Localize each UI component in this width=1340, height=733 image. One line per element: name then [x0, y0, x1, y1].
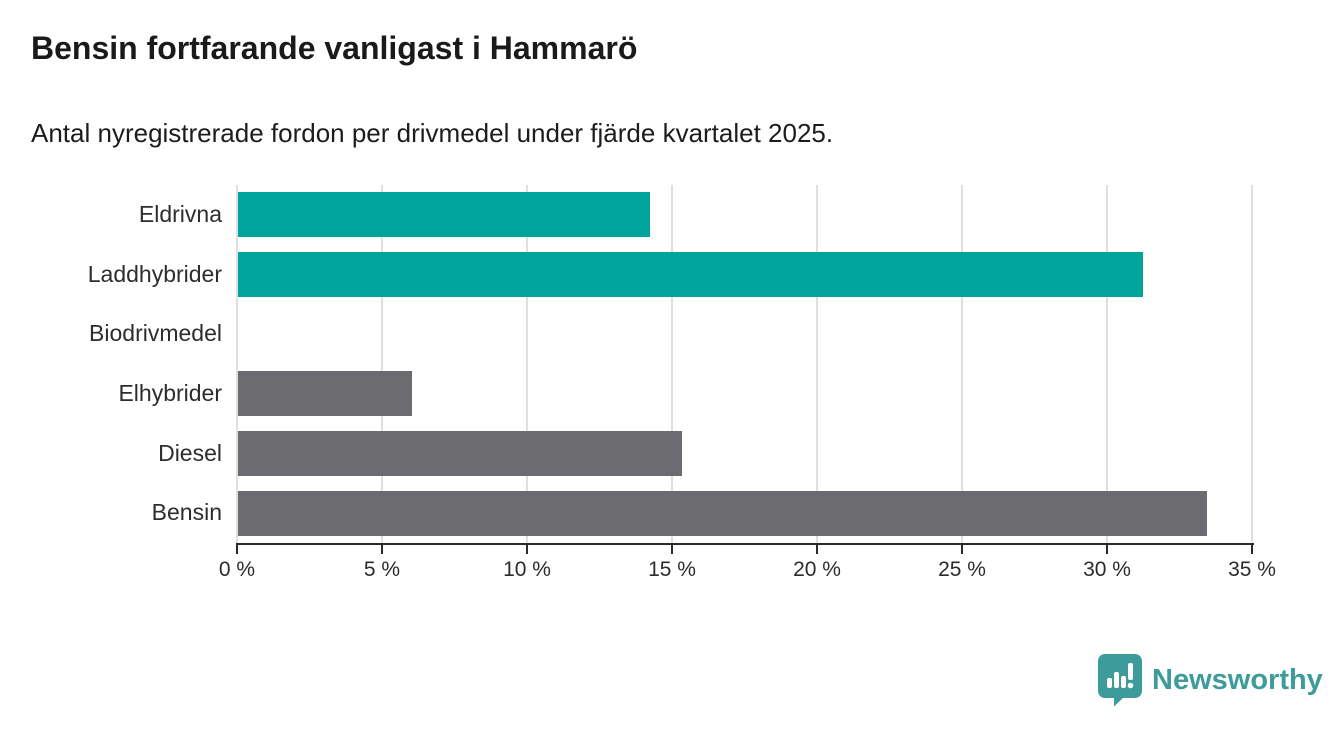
bar-bensin: [238, 490, 1207, 536]
gridline: [381, 185, 383, 543]
x-axis-tick-label: 20 %: [793, 558, 841, 581]
newsworthy-logo: Newsworthy: [1097, 653, 1323, 707]
x-axis-tick-label: 25 %: [938, 558, 986, 581]
x-axis-tick: [381, 543, 383, 554]
plot-area: [236, 185, 1253, 543]
x-axis-tick-label: 5 %: [363, 558, 401, 581]
bar-elhybrider: [238, 371, 412, 417]
category-label: Laddhybrider: [87, 260, 222, 287]
bar-diesel: [238, 431, 682, 476]
category-label: Bensin: [151, 499, 222, 526]
category-label: Biodrivmedel: [89, 320, 222, 347]
x-axis-tick: [236, 543, 238, 554]
category-label: Elhybrider: [118, 379, 222, 406]
category-labels: Eldrivna Laddhybrider Biodrivmedel Elhybrid…: [0, 185, 222, 543]
gridline: [961, 185, 963, 543]
gridline: [526, 185, 528, 543]
gridline: [671, 185, 673, 543]
newsworthy-logo-text: Newsworthy: [1152, 663, 1323, 696]
x-axis-tick-label: 15 %: [648, 558, 696, 581]
x-axis-tick-label: 30 %: [1083, 558, 1131, 581]
category-label: Eldrivna: [138, 200, 222, 227]
gridline: [1251, 185, 1253, 543]
x-axis-tick-label: 35 %: [1228, 558, 1276, 581]
x-axis-tick: [961, 543, 963, 554]
x-axis-tick-label: 10 %: [503, 558, 551, 581]
x-axis-tick: [1251, 543, 1253, 554]
category-label: Diesel: [158, 439, 222, 466]
bar-laddhybrider: [238, 252, 1143, 297]
gridline: [1106, 185, 1108, 543]
x-axis-tick: [816, 543, 818, 554]
bar-chart-speech-bubble-icon: [1098, 654, 1142, 707]
x-axis-tick: [526, 543, 528, 554]
x-axis-tick: [671, 543, 673, 554]
x-axis-tick-label: 0 %: [218, 558, 256, 581]
bar-eldrivna: [238, 192, 650, 238]
x-axis-line: [236, 543, 1254, 545]
gridline: [236, 185, 238, 543]
x-axis-tick: [1106, 543, 1108, 554]
gridline: [816, 185, 818, 543]
chart-subtitle: Antal nyregistrerade fordon per drivmede…: [31, 118, 834, 148]
chart-title: Bensin fortfarande vanligast i Hammarö: [31, 30, 638, 66]
